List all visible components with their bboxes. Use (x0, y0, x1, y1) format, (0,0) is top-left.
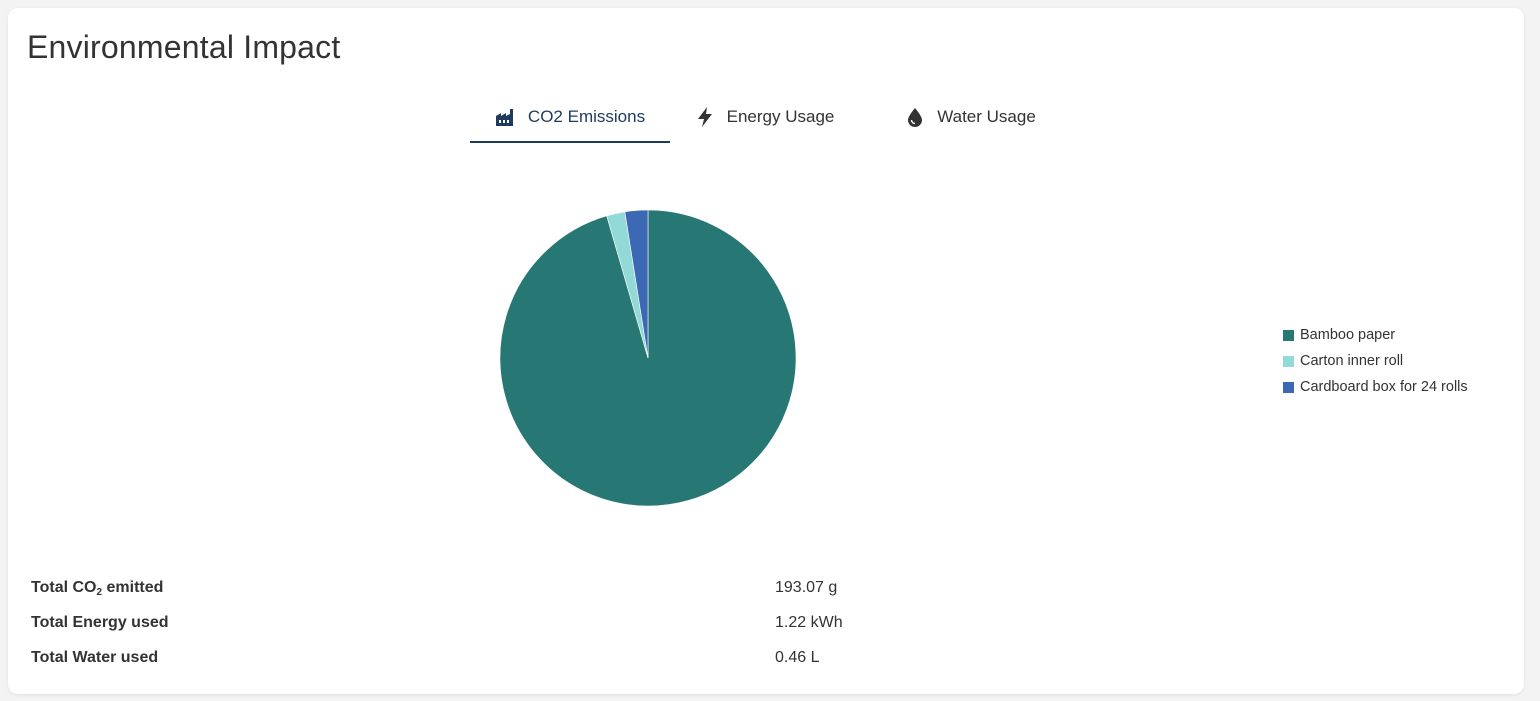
pie-chart-svg (499, 209, 797, 507)
chart-legend: Bamboo paper Carton inner roll Cardboard… (1283, 322, 1468, 400)
tab-energy-usage[interactable]: Energy Usage (684, 93, 844, 141)
legend-label: Bamboo paper (1300, 327, 1396, 343)
legend-item[interactable]: Carton inner roll (1283, 348, 1468, 374)
lightning-icon (694, 106, 716, 128)
legend-swatch (1283, 355, 1294, 367)
tab-co2-emissions[interactable]: CO2 Emissions (470, 93, 670, 143)
total-co2-value: 193.07 g (775, 579, 838, 596)
legend-label: Cardboard box for 24 rolls (1300, 379, 1468, 395)
legend-swatch (1283, 381, 1294, 393)
environmental-impact-card: Environmental Impact CO2 Emissions Energ… (8, 8, 1524, 694)
totals-table: Total CO2 emitted 193.07 g Total Energy … (31, 575, 931, 680)
total-energy-row: Total Energy used 1.22 kWh (31, 610, 931, 645)
tab-label: Energy Usage (726, 107, 835, 126)
legend-item[interactable]: Cardboard box for 24 rolls (1283, 374, 1468, 400)
total-co2-label: Total CO2 emitted (31, 579, 164, 598)
page-title: Environmental Impact (27, 29, 341, 65)
legend-swatch (1283, 329, 1294, 341)
total-water-row: Total Water used 0.46 L (31, 645, 931, 680)
total-water-value: 0.46 L (775, 649, 820, 666)
legend-label: Carton inner roll (1300, 353, 1404, 369)
total-energy-value: 1.22 kWh (775, 614, 843, 631)
tab-water-usage[interactable]: Water Usage (890, 93, 1050, 141)
factory-icon (495, 106, 517, 128)
total-energy-label: Total Energy used (31, 614, 169, 631)
total-co2-row: Total CO2 emitted 193.07 g (31, 575, 931, 610)
tab-label: CO2 Emissions (527, 107, 646, 126)
tab-label: Water Usage (937, 107, 1036, 126)
co2-pie-chart (498, 208, 798, 508)
total-water-label: Total Water used (31, 649, 159, 666)
legend-item[interactable]: Bamboo paper (1283, 322, 1468, 348)
water-drop-icon (904, 106, 926, 128)
pie-slice-cardboard-box-for-24-rolls[interactable] (624, 209, 649, 359)
